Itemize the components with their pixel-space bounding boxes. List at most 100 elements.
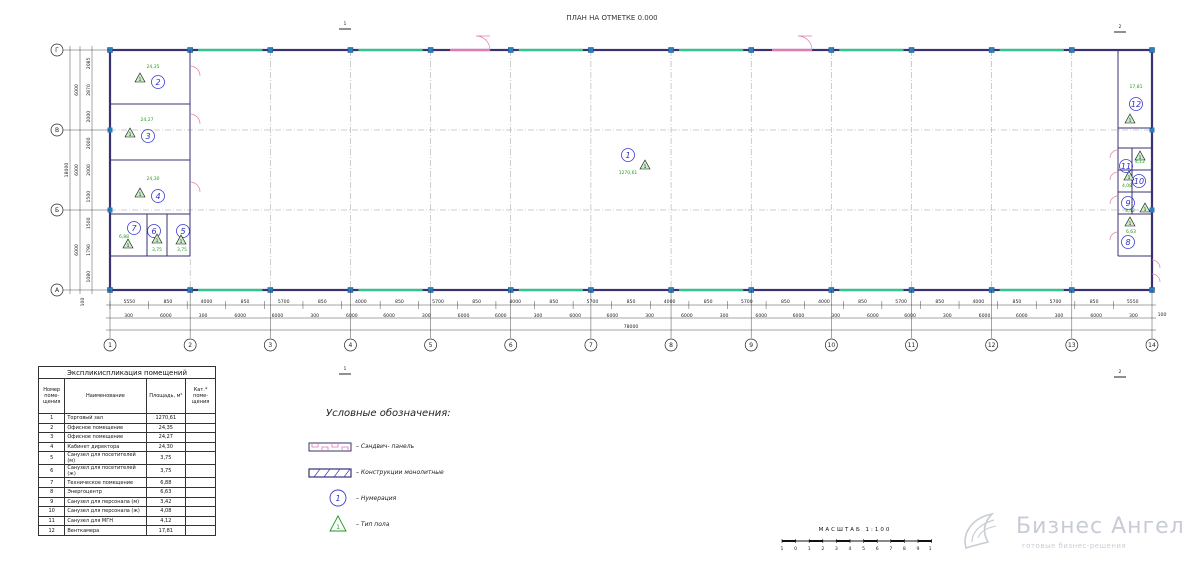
col-header-category: Кат.* поме-щения xyxy=(185,378,216,414)
dimension-value: 2870 xyxy=(86,84,92,96)
axis-circle xyxy=(1065,338,1079,352)
legend-title: Условные обозначения: xyxy=(326,408,451,419)
scale-segment xyxy=(782,540,796,542)
room-area: 24,30 xyxy=(147,176,160,182)
floor-type-triangle-icon xyxy=(1124,113,1136,124)
structural-column xyxy=(748,47,754,53)
dimension-value: 300 xyxy=(720,313,729,319)
dimension-value: 300 xyxy=(422,313,431,319)
door-swing xyxy=(1151,273,1161,283)
floor-type-number: 1 xyxy=(1144,207,1147,212)
room-category-cell xyxy=(185,451,216,466)
room-area-cell: 3,75 xyxy=(145,464,187,479)
structural-column xyxy=(1149,207,1155,213)
dimension-value: 5550 xyxy=(123,299,135,305)
column-axis-marker: 12 xyxy=(985,290,999,352)
section-label: 1 xyxy=(344,366,347,372)
door-swing xyxy=(797,35,813,51)
dimension-value: 2085 xyxy=(86,57,92,69)
column-axis-marker: 4 xyxy=(344,290,357,352)
room-area: 3,75 xyxy=(177,247,187,253)
dimension-value: 6000 xyxy=(569,313,581,319)
room-area: 17,81 xyxy=(1130,84,1143,90)
column-axis-marker: 1 xyxy=(103,290,117,352)
room-markers: 111270,612124,353124,274124,30513,75613,… xyxy=(119,64,1151,253)
dimension-value: 6000 xyxy=(74,84,80,96)
dimension-value: 300 xyxy=(124,313,133,319)
floor-type-symbol-text: 1 xyxy=(336,524,340,531)
room-number: 2 xyxy=(155,78,160,87)
column-axis-label: 12 xyxy=(988,342,996,349)
column-axis-label: 8 xyxy=(669,342,673,349)
partition-wall xyxy=(1117,50,1152,257)
floor-type-triangle-icon: 1 xyxy=(308,515,352,532)
dimension-total: 78000 xyxy=(624,324,639,330)
room-category-cell xyxy=(185,422,216,434)
room-area-cell: 3,42 xyxy=(145,496,187,508)
axis-circle xyxy=(905,338,918,352)
scale-segment xyxy=(809,540,823,542)
room-name-cell: Санузел для посетителей (м) xyxy=(64,451,147,466)
room-area: 1270,61 xyxy=(619,170,638,176)
table-row: 4 Кабинет директора 24,30 xyxy=(37,441,216,453)
row-axis-marker: Б xyxy=(50,203,110,217)
dimension-total: 18000 xyxy=(64,163,70,178)
column-axis-marker: 3 xyxy=(263,290,277,352)
watermark-subtitle: готовые бизнес-решения xyxy=(1022,542,1127,550)
floor-type-triangle-icon xyxy=(124,127,136,138)
door-swing xyxy=(189,181,201,193)
column-axis-label: 10 xyxy=(828,342,836,349)
dimension-value: 4000 xyxy=(509,299,521,305)
dimension-value: 2000 xyxy=(86,164,92,176)
room-number-cell: 7 xyxy=(37,477,66,488)
dimension-value: 300 xyxy=(534,313,543,319)
legend-item-sandwich-panel: – Сэндвич- панель xyxy=(308,435,508,457)
room-category-cell xyxy=(185,477,216,488)
floor-type-number: 1 xyxy=(644,164,647,169)
room-marker-1: 1 1 1270,61 xyxy=(619,148,651,176)
room-number-circle xyxy=(1129,97,1143,111)
floor-type-triangle-icon xyxy=(134,187,146,198)
dimension-value: 2000 xyxy=(86,111,92,123)
dimension-value: 300 xyxy=(831,313,840,319)
column-axis-marker: 11 xyxy=(905,290,918,352)
watermark: Бизнес Ангел готовые бизнес-решения xyxy=(958,508,1188,558)
room-number-cell: 5 xyxy=(37,451,66,466)
table-row: 10 Санузел для персонала (ж) 4,08 xyxy=(37,506,216,517)
structural-column xyxy=(267,47,274,53)
column-axis-label: 3 xyxy=(268,342,272,349)
legend-item-floor-type: 1 – Тип пола xyxy=(308,513,508,535)
dimension-value: 850 xyxy=(1090,299,1099,305)
floor-type-number: 1 xyxy=(180,239,183,244)
dimension-value: 6000 xyxy=(458,313,470,319)
dimension-value: 6000 xyxy=(495,313,507,319)
angel-wing-logo-icon xyxy=(964,512,997,550)
floor-type-number: 1 xyxy=(139,192,142,197)
legend-label-floor-type: – Тип пола xyxy=(356,520,390,528)
column-axis-label: 2 xyxy=(188,342,192,349)
dimension-value: 4000 xyxy=(355,299,367,305)
room-area-cell: 4,08 xyxy=(145,506,187,517)
dimension-value: 4000 xyxy=(818,299,830,305)
table-row: 9 Санузел для персонала (м) 3,42 xyxy=(37,496,216,508)
room-area-cell: 24,30 xyxy=(145,441,187,453)
room-number-circle xyxy=(1121,235,1135,249)
table-row: 6 Санузел для посетителей (ж) 3,75 xyxy=(37,464,216,479)
room-area-cell: 4,12 xyxy=(145,515,187,527)
axis-circle xyxy=(664,338,678,352)
dimension-value: 300 xyxy=(1055,313,1064,319)
door-swing xyxy=(1109,171,1119,181)
section-mark: 1 xyxy=(339,21,351,30)
scale-segment xyxy=(863,540,878,542)
row-axis-marker: В xyxy=(50,123,110,137)
room-number-circle xyxy=(1121,196,1135,210)
room-number-circle xyxy=(147,224,161,238)
column-axis-label: 4 xyxy=(349,342,353,349)
column-axis-label: 6 xyxy=(509,342,513,349)
room-area-cell: 17,81 xyxy=(145,525,187,536)
column-axis-marker: 14 xyxy=(1145,290,1159,352)
door-swing xyxy=(1109,195,1119,205)
dimension-value: 850 xyxy=(549,299,558,305)
floor-type-triangle-icon xyxy=(1124,216,1136,227)
room-number: 11 xyxy=(1121,162,1131,171)
